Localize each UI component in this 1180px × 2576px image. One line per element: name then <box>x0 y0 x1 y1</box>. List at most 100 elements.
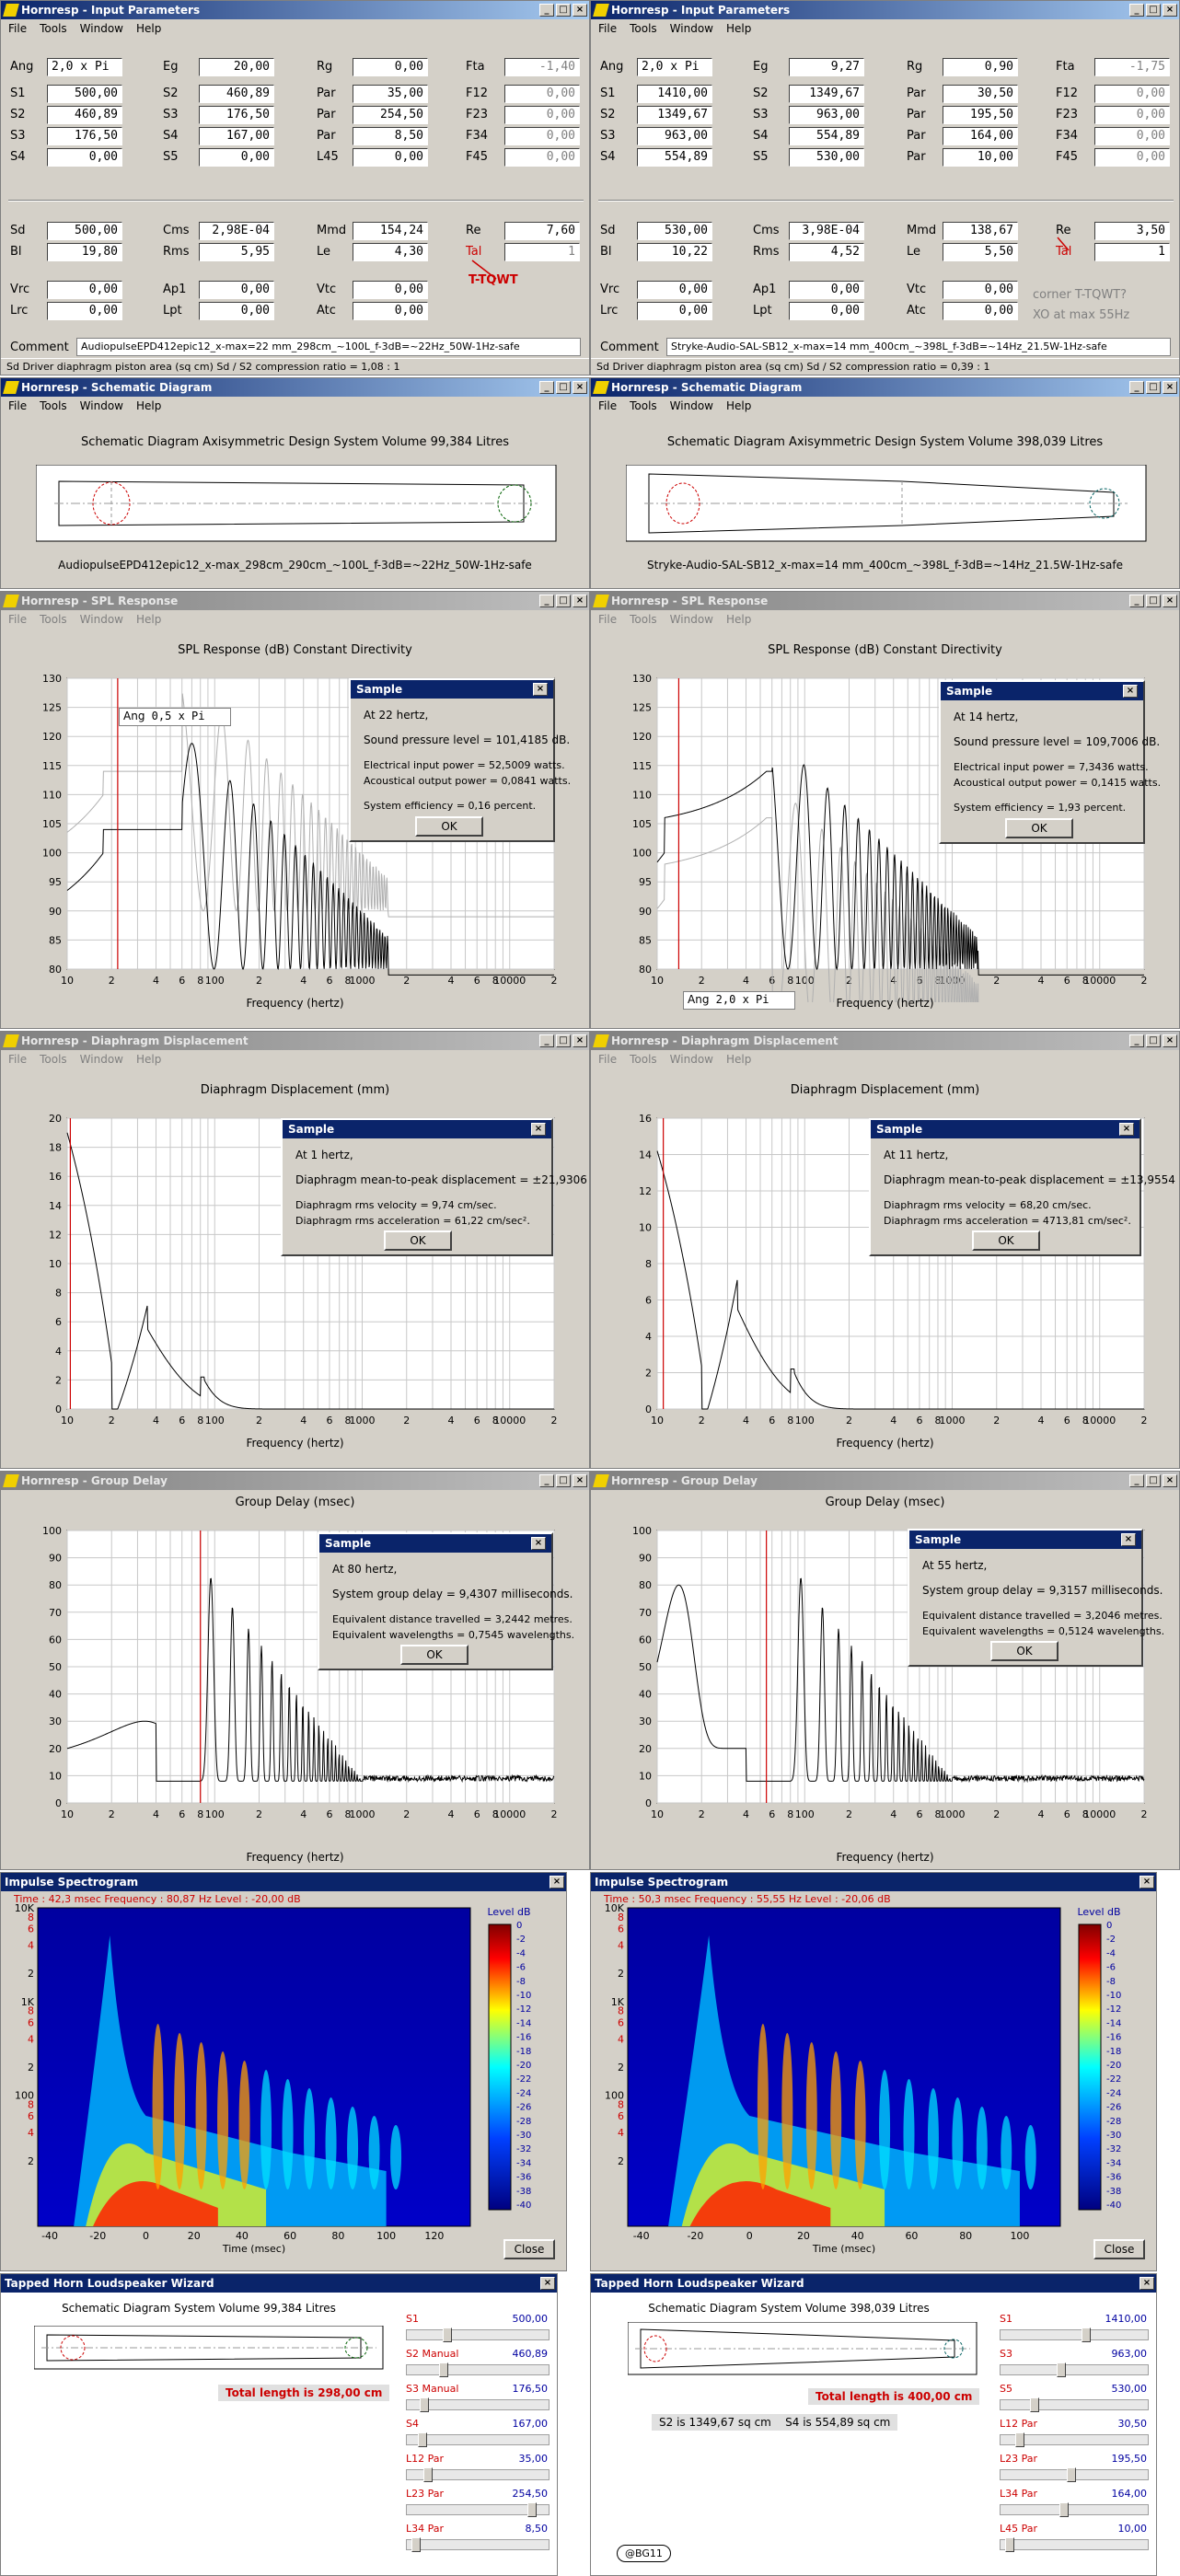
menu-file[interactable]: File <box>8 1053 27 1066</box>
menu-help[interactable]: Help <box>726 22 751 35</box>
slider-track[interactable] <box>1000 2364 1149 2375</box>
field-s2[interactable]: 460,89 <box>199 85 274 103</box>
field-l45[interactable]: 0,00 <box>353 148 428 167</box>
close-button[interactable]: × <box>1163 381 1177 394</box>
menu-file[interactable]: File <box>598 613 617 626</box>
menu-help[interactable]: Help <box>726 613 751 626</box>
field-f23[interactable]: 0,00 <box>504 106 580 124</box>
field-s4[interactable]: 554,89 <box>789 127 864 145</box>
field-f45[interactable]: 0,00 <box>504 148 580 167</box>
comment-field[interactable]: AudiopulseEPD412epic12_x-max=22 mm_298cm… <box>76 338 581 356</box>
slider-thumb[interactable] <box>1057 2362 1066 2377</box>
minimize-button[interactable]: _ <box>1129 1474 1144 1487</box>
slider-thumb[interactable] <box>423 2467 433 2482</box>
menu-file[interactable]: File <box>598 22 617 35</box>
field-sd[interactable]: 530,00 <box>637 222 712 240</box>
close-button[interactable]: × <box>1163 1034 1177 1047</box>
slider-track[interactable] <box>1000 2329 1149 2340</box>
ok-button[interactable]: OK <box>384 1230 452 1251</box>
minimize-button[interactable]: _ <box>539 595 554 607</box>
field-s4b[interactable]: 554,89 <box>637 148 712 167</box>
field-vtc[interactable]: 0,00 <box>943 281 1018 299</box>
slider-thumb[interactable] <box>1067 2467 1076 2482</box>
field-s3b[interactable]: 963,00 <box>637 127 712 145</box>
field-par3[interactable]: 164,00 <box>943 127 1018 145</box>
slider-thumb[interactable] <box>1005 2537 1014 2552</box>
close-button[interactable]: × <box>1163 595 1177 607</box>
menu-window[interactable]: Window <box>80 613 123 626</box>
field-par1[interactable]: 35,00 <box>353 85 428 103</box>
ok-button[interactable]: OK <box>990 1641 1059 1661</box>
field-cms[interactable]: 3,98E-04 <box>789 222 864 240</box>
field-lrc[interactable]: 0,00 <box>637 302 712 320</box>
close-button[interactable]: × <box>573 1034 587 1047</box>
menu-tools[interactable]: Tools <box>630 22 657 35</box>
slider-track[interactable] <box>406 2539 550 2550</box>
field-vrc[interactable]: 0,00 <box>47 281 122 299</box>
menu-tools[interactable]: Tools <box>630 1053 657 1066</box>
menu-tools[interactable]: Tools <box>40 22 67 35</box>
dialog-close-button[interactable]: × <box>533 683 548 696</box>
slider-track[interactable] <box>1000 2539 1149 2550</box>
field-f23[interactable]: 0,00 <box>1094 106 1170 124</box>
menu-window[interactable]: Window <box>670 1053 713 1066</box>
field-ang[interactable]: 2,0 x Pi <box>47 58 122 76</box>
menu-tools[interactable]: Tools <box>630 613 657 626</box>
field-s3[interactable]: 176,50 <box>199 106 274 124</box>
maximize-button[interactable]: □ <box>556 1034 571 1047</box>
slider-track[interactable] <box>1000 2434 1149 2445</box>
field-eg[interactable]: 9,27 <box>789 58 864 76</box>
field-s3[interactable]: 963,00 <box>789 106 864 124</box>
close-button[interactable]: × <box>550 1876 564 1889</box>
slider-track[interactable] <box>406 2504 550 2515</box>
slider-thumb[interactable] <box>1082 2328 1091 2342</box>
menu-tools[interactable]: Tools <box>40 1053 67 1066</box>
field-bl[interactable]: 19,80 <box>47 243 122 261</box>
dialog-close-button[interactable]: × <box>1121 1533 1136 1546</box>
menu-help[interactable]: Help <box>726 399 751 412</box>
close-button[interactable]: × <box>573 4 587 17</box>
maximize-button[interactable]: □ <box>556 595 571 607</box>
field-mmd[interactable]: 154,24 <box>353 222 428 240</box>
minimize-button[interactable]: _ <box>1129 4 1144 17</box>
field-s1[interactable]: 500,00 <box>47 85 122 103</box>
minimize-button[interactable]: _ <box>539 1474 554 1487</box>
maximize-button[interactable]: □ <box>1146 4 1161 17</box>
field-rg[interactable]: 0,00 <box>353 58 428 76</box>
field-f45[interactable]: 0,00 <box>1094 148 1170 167</box>
field-rms[interactable]: 5,95 <box>199 243 274 261</box>
menu-help[interactable]: Help <box>726 1053 751 1066</box>
field-vrc[interactable]: 0,00 <box>637 281 712 299</box>
dialog-close-button[interactable]: × <box>1119 1123 1134 1136</box>
slider-thumb[interactable] <box>1030 2397 1039 2412</box>
field-s4[interactable]: 167,00 <box>199 127 274 145</box>
slider-track[interactable] <box>1000 2504 1149 2515</box>
menu-file[interactable]: File <box>598 399 617 412</box>
maximize-button[interactable]: □ <box>556 1474 571 1487</box>
dialog-close-button[interactable]: × <box>531 1537 546 1550</box>
dialog-close-button[interactable]: × <box>1123 685 1138 698</box>
menu-window[interactable]: Window <box>80 1053 123 1066</box>
field-s1[interactable]: 1410,00 <box>637 85 712 103</box>
menu-window[interactable]: Window <box>670 613 713 626</box>
field-rms[interactable]: 4,52 <box>789 243 864 261</box>
menu-help[interactable]: Help <box>136 22 161 35</box>
minimize-button[interactable]: _ <box>1129 381 1144 394</box>
menu-file[interactable]: File <box>8 22 27 35</box>
field-re[interactable]: 3,50 <box>1094 222 1170 240</box>
field-bl[interactable]: 10,22 <box>637 243 712 261</box>
field-f34[interactable]: 0,00 <box>504 127 580 145</box>
close-spectrogram-button[interactable]: Close <box>1093 2239 1145 2259</box>
maximize-button[interactable]: □ <box>1146 1474 1161 1487</box>
field-cms[interactable]: 2,98E-04 <box>199 222 274 240</box>
close-button[interactable]: × <box>1163 4 1177 17</box>
close-button[interactable]: × <box>1140 2277 1154 2290</box>
slider-track[interactable] <box>406 2399 550 2410</box>
field-f12[interactable]: 0,00 <box>504 85 580 103</box>
ok-button[interactable]: OK <box>972 1230 1040 1251</box>
field-f34[interactable]: 0,00 <box>1094 127 1170 145</box>
slider-thumb[interactable] <box>443 2328 452 2342</box>
field-eg[interactable]: 20,00 <box>199 58 274 76</box>
field-s2[interactable]: 1349,67 <box>789 85 864 103</box>
field-s5[interactable]: 0,00 <box>199 148 274 167</box>
